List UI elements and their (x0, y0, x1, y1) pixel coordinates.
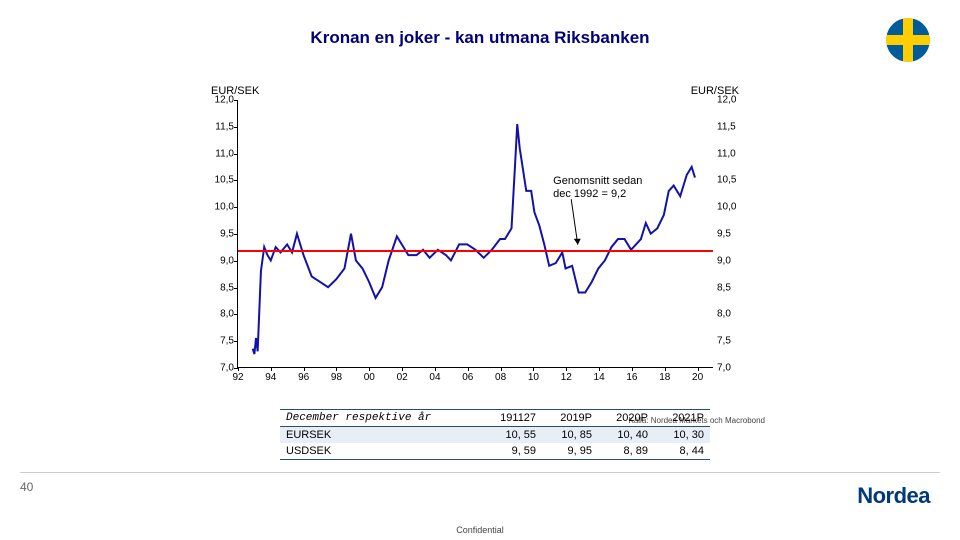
forecast-table: December respektive år1911272019P2020P20… (280, 409, 710, 460)
table-row: USDSEK9, 599, 958, 898, 44 (280, 443, 710, 460)
table-header-col: 2019P (542, 410, 598, 427)
table-header-label: December respektive år (280, 410, 481, 427)
slide-title: Kronan en joker - kan utmana Riksbanken (0, 28, 960, 48)
chart-plot-area: 7,07,07,57,58,08,08,58,59,09,09,59,510,0… (237, 100, 713, 368)
table-header-row: December respektive år1911272019P2020P20… (280, 410, 710, 427)
ytick-right: 9,0 (717, 255, 745, 266)
ytick-left: 11,0 (206, 148, 234, 159)
xtick: 16 (626, 372, 637, 383)
table-cell: 8, 44 (654, 443, 710, 460)
table-cell: 10, 55 (481, 427, 542, 444)
ytick-right: 12,0 (717, 95, 745, 106)
footer-divider (20, 472, 940, 473)
table-cell: 10, 85 (542, 427, 598, 444)
xtick: 98 (331, 372, 342, 383)
ytick-right: 10,0 (717, 202, 745, 213)
annotation-line1: Genomsnitt sedan (553, 175, 642, 187)
ytick-right: 11,5 (717, 121, 745, 132)
xtick: 12 (561, 372, 572, 383)
xtick: 20 (692, 372, 703, 383)
title-text: Kronan en joker - kan utmana Riksbanken (310, 28, 649, 47)
table-header-col: 2021P (654, 410, 710, 427)
table-cell: USDSEK (280, 443, 481, 460)
table-cell: 9, 59 (481, 443, 542, 460)
page-number: 40 (20, 480, 33, 494)
ytick-left: 11,5 (206, 121, 234, 132)
xtick: 04 (429, 372, 440, 383)
table-cell: 10, 30 (654, 427, 710, 444)
ytick-left: 7,5 (206, 336, 234, 347)
xtick: 18 (659, 372, 670, 383)
ytick-left: 12,0 (206, 95, 234, 106)
ytick-left: 9,0 (206, 255, 234, 266)
table-cell: 9, 95 (542, 443, 598, 460)
ytick-right: 8,0 (717, 309, 745, 320)
xtick: 02 (397, 372, 408, 383)
ytick-left: 7,0 (206, 363, 234, 374)
xtick: 94 (265, 372, 276, 383)
eursek-chart: EUR/SEK EUR/SEK 7,07,07,57,58,08,08,58,5… (205, 85, 745, 395)
ytick-left: 8,0 (206, 309, 234, 320)
xtick: 10 (528, 372, 539, 383)
table-header-col: 2020P (598, 410, 654, 427)
ytick-left: 10,5 (206, 175, 234, 186)
xtick: 92 (232, 372, 243, 383)
table-body: EURSEK10, 5510, 8510, 4010, 30USDSEK9, 5… (280, 427, 710, 460)
ytick-right: 9,5 (717, 229, 745, 240)
table-row: EURSEK10, 5510, 8510, 4010, 30 (280, 427, 710, 444)
chart-annotation: Genomsnitt sedandec 1992 = 9,2 (553, 175, 642, 201)
ytick-left: 9,5 (206, 229, 234, 240)
ytick-right: 7,5 (717, 336, 745, 347)
table-header-col: 191127 (481, 410, 542, 427)
table-cell: EURSEK (280, 427, 481, 444)
xtick: 14 (594, 372, 605, 383)
annotation-line2: dec 1992 = 9,2 (553, 188, 626, 200)
xtick: 96 (298, 372, 309, 383)
xtick: 00 (364, 372, 375, 383)
ytick-right: 10,5 (717, 175, 745, 186)
xtick: 06 (462, 372, 473, 383)
ytick-right: 8,5 (717, 282, 745, 293)
ytick-left: 8,5 (206, 282, 234, 293)
average-line (238, 250, 713, 252)
sweden-flag-icon (886, 18, 930, 62)
table-cell: 10, 40 (598, 427, 654, 444)
xtick: 08 (495, 372, 506, 383)
ytick-left: 10,0 (206, 202, 234, 213)
nordea-logo: Nordea (857, 483, 930, 509)
confidential-label: Confidential (0, 525, 960, 535)
table-cell: 8, 89 (598, 443, 654, 460)
ytick-right: 11,0 (717, 148, 745, 159)
ytick-right: 7,0 (717, 363, 745, 374)
